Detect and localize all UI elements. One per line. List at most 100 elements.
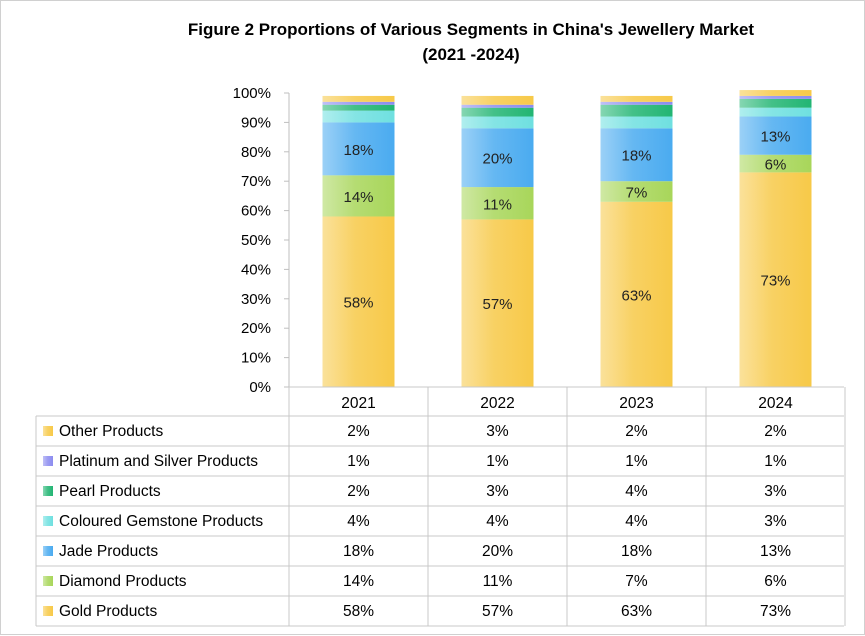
table-cell-coloured-gemstone-products-2022: 4% [486,513,509,530]
bar-segment-gold-products-2022 [461,219,534,387]
legend-key-platinum-and-silver-products [43,456,53,466]
bar-segment-platinum-and-silver-products-2023 [600,101,673,105]
bar-segment-diamond-products-2023 [600,181,673,202]
bar-layer [322,90,812,387]
table-cell-other-products-2022: 3% [486,423,509,440]
legend-label-platinum-and-silver-products: Platinum and Silver Products [59,453,258,470]
table-cell-other-products-2021: 2% [347,423,370,440]
data-label-diamond-products-2021: 14% [343,189,373,206]
table-cell-coloured-gemstone-products-2023: 4% [625,513,648,530]
data-label-gold-products-2021: 58% [343,295,373,312]
table-cell-diamond-products-2023: 7% [625,573,648,590]
y-tick-label: 50% [241,232,271,249]
bar-segment-other-products-2022 [461,95,534,105]
bar-segment-jade-products-2021 [322,122,395,176]
y-tick-label: 0% [249,379,271,396]
x-category-label-2023: 2023 [619,395,653,412]
x-category-label-2024: 2024 [758,395,793,412]
chart-title: Figure 2 Proportions of Various Segments… [1,17,865,67]
table-cell-diamond-products-2024: 6% [764,573,787,590]
data-label-jade-products-2021: 18% [343,142,373,159]
bar-segment-diamond-products-2021 [322,175,395,217]
y-tick-label: 60% [241,203,271,220]
table-cell-gold-products-2022: 57% [482,603,513,620]
bar-segment-platinum-and-silver-products-2024 [739,95,812,99]
table-cell-other-products-2024: 2% [764,423,787,440]
y-tick-label: 70% [241,173,271,190]
data-table: 2021 2022 2023 2024 Other Products 2% 3% 2% 2% Pl… [35,386,846,627]
bar-segment-coloured-gemstone-products-2022 [461,116,534,129]
table-cell-gold-products-2023: 63% [621,603,652,620]
chart-title-line-1: Figure 2 Proportions of Various Segments… [187,20,755,39]
legend-label-other-products: Other Products [59,423,163,440]
table-cell-other-products-2023: 2% [625,423,648,440]
bar-segment-other-products-2024 [739,90,812,96]
table-cell-jade-products-2021: 18% [343,543,374,560]
data-label-jade-products-2024: 13% [760,129,790,146]
data-label-layer: 58% 14% 18% 57% 11% 20% 63% 7% 18% 73% 6% 13% [343,129,790,314]
legend-key-jade-products [43,546,53,556]
data-label-diamond-products-2023: 7% [626,184,648,201]
y-tick-label: 30% [241,291,271,308]
legend-label-jade-products: Jade Products [59,543,158,560]
bar-segment-pearl-products-2022 [461,107,534,117]
bar-segment-pearl-products-2021 [322,104,395,111]
bar-segment-platinum-and-silver-products-2021 [322,101,395,105]
data-label-gold-products-2023: 63% [621,287,651,304]
table-cell-gold-products-2021: 58% [343,603,374,620]
legend-key-diamond-products [43,576,53,586]
data-label-gold-products-2024: 73% [760,273,790,290]
table-cell-jade-products-2022: 20% [482,543,513,560]
legend-label-pearl-products: Pearl Products [59,483,161,500]
data-label-gold-products-2022: 57% [482,296,512,313]
data-label-diamond-products-2022: 11% [483,196,512,213]
data-label-diamond-products-2024: 6% [765,157,787,174]
table-cell-coloured-gemstone-products-2021: 4% [347,513,370,530]
legend-label-coloured-gemstone-products: Coloured Gemstone Products [59,513,263,530]
table-cell-pearl-products-2021: 2% [347,483,370,500]
bar-segment-jade-products-2023 [600,128,673,182]
data-label-jade-products-2022: 20% [482,151,512,168]
y-tick-label: 100% [233,85,271,102]
chart-title-line-2: (2021 -2024) [422,45,520,64]
table-cell-gold-products-2024: 73% [760,603,791,620]
legend-key-coloured-gemstone-products [43,516,53,526]
x-category-label-2021: 2021 [341,395,375,412]
bar-segment-other-products-2021 [322,95,395,102]
bar-segment-coloured-gemstone-products-2024 [739,107,812,117]
bar-segment-diamond-products-2022 [461,187,534,220]
table-cell-platinum-and-silver-products-2022: 1% [486,453,509,470]
bar-segment-jade-products-2024 [739,116,812,155]
y-axis: 0% 10% 20% 30% 40% 50% 60% 70% 80% 90% 100% [233,85,290,396]
table-cell-diamond-products-2022: 11% [483,573,513,590]
bar-segment-jade-products-2022 [461,128,534,188]
table-cell-platinum-and-silver-products-2023: 1% [625,453,648,470]
bar-segment-diamond-products-2024 [739,154,812,173]
bar-segment-pearl-products-2023 [600,104,673,117]
table-cell-pearl-products-2024: 3% [764,483,787,500]
bar-segment-gold-products-2023 [600,201,673,387]
y-tick-label: 20% [241,320,271,337]
bar-segment-platinum-and-silver-products-2022 [461,104,534,108]
legend-label-diamond-products: Diamond Products [59,573,187,590]
table-cell-pearl-products-2023: 4% [625,483,648,500]
y-tick-label: 80% [241,144,271,161]
bar-segment-other-products-2023 [600,95,673,102]
bar-segment-pearl-products-2024 [739,98,812,108]
data-label-jade-products-2023: 18% [621,148,651,165]
bar-segment-coloured-gemstone-products-2021 [322,110,395,123]
table-cell-pearl-products-2022: 3% [486,483,509,500]
y-tick-label: 90% [241,114,271,131]
table-cell-jade-products-2023: 18% [621,543,652,560]
y-tick-label: 40% [241,261,271,278]
table-cell-coloured-gemstone-products-2024: 3% [764,513,787,530]
legend-label-gold-products: Gold Products [59,603,157,620]
bar-segment-coloured-gemstone-products-2023 [600,116,673,129]
legend-key-pearl-products [43,486,53,496]
legend-key-other-products [43,426,53,436]
y-tick-label: 10% [241,350,271,367]
legend-key-gold-products [43,606,53,616]
table-cell-platinum-and-silver-products-2024: 1% [764,453,787,470]
